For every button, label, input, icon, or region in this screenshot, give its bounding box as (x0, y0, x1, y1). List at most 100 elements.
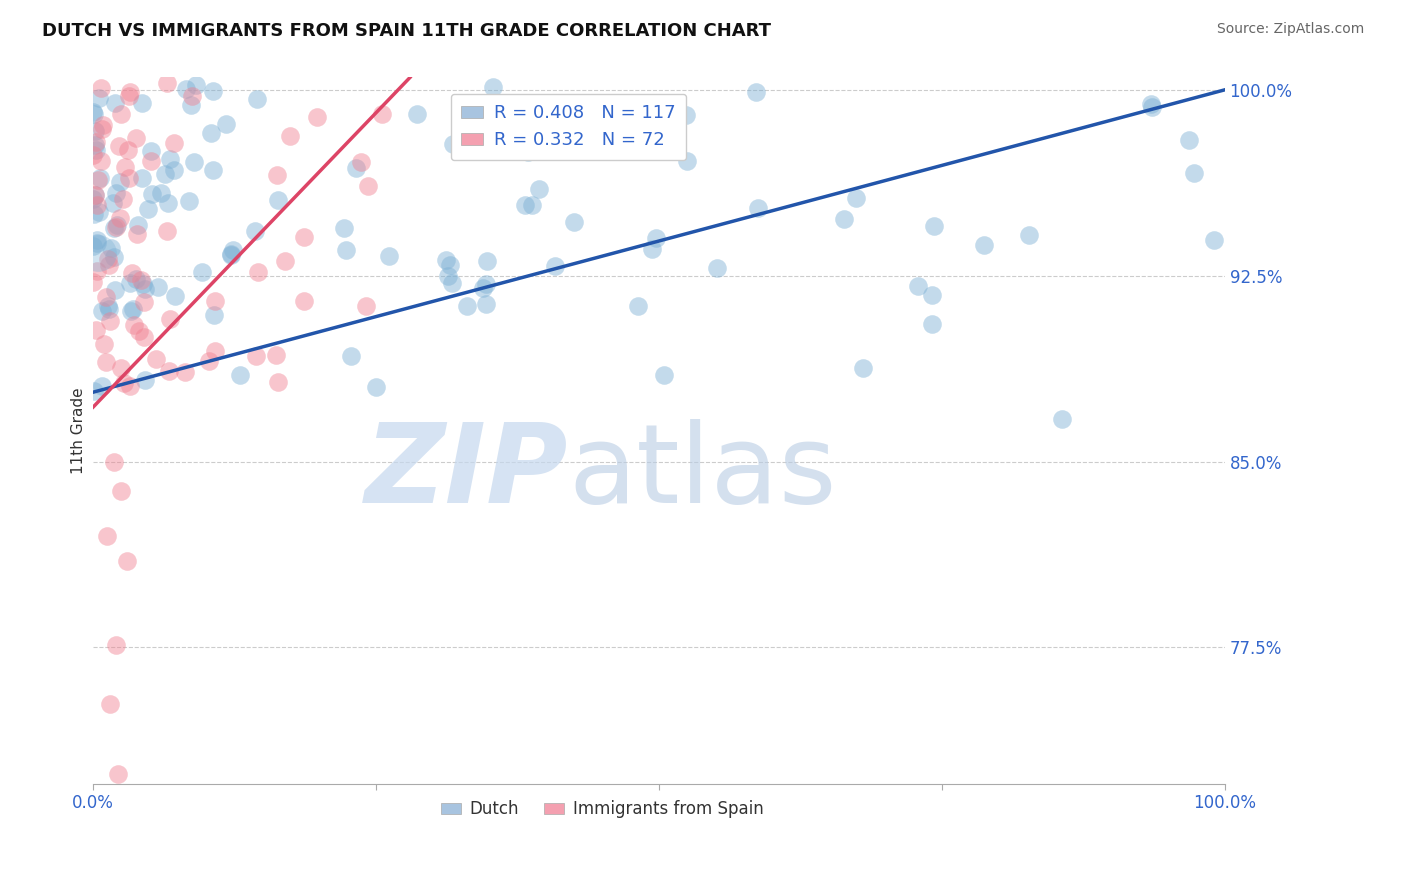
Point (377, 249, 399, 263)
Point (96, 529, 118, 543)
Point (132, 330, 155, 344)
Point (475, 297, 498, 311)
Point (544, 259, 567, 273)
Point (127, 219, 149, 233)
Point (103, 250, 125, 264)
Point (91, 121, 114, 136)
Point (558, 100, 581, 114)
Point (183, 155, 205, 169)
Point (1182, 166, 1205, 180)
Point (246, 265, 269, 279)
Point (87, 172, 110, 186)
Point (134, 294, 156, 309)
Point (108, 174, 131, 188)
Point (163, 163, 186, 178)
Point (165, 289, 187, 303)
Point (120, 303, 142, 318)
Point (274, 254, 297, 268)
Legend: Dutch, Immigrants from Spain: Dutch, Immigrants from Spain (434, 794, 770, 825)
Point (562, 215, 585, 229)
Point (139, 144, 162, 158)
Point (83, 188, 105, 202)
Point (907, 279, 929, 293)
Point (131, 96, 153, 111)
Point (1142, 100, 1164, 114)
Point (124, 318, 146, 332)
Point (122, 302, 145, 317)
Point (91, 118, 114, 132)
Point (202, 308, 225, 322)
Point (83, 384, 105, 399)
Point (134, 373, 156, 387)
Point (156, 224, 179, 238)
Point (602, 105, 624, 120)
Point (141, 187, 163, 202)
Point (481, 79, 503, 94)
Point (477, 253, 499, 268)
Point (87, 91, 110, 105)
Text: Source: ZipAtlas.com: Source: ZipAtlas.com (1216, 22, 1364, 37)
Point (120, 379, 142, 393)
Point (335, 243, 357, 257)
Point (146, 280, 169, 294)
Point (131, 273, 153, 287)
Point (174, 365, 197, 379)
Point (159, 152, 181, 166)
Point (436, 268, 458, 283)
Point (243, 224, 266, 238)
Point (191, 265, 214, 279)
Point (1178, 133, 1201, 147)
Point (150, 186, 173, 201)
Point (125, 130, 148, 145)
Point (97, 299, 120, 313)
Point (201, 163, 224, 178)
Point (204, 343, 226, 358)
Point (921, 288, 943, 302)
Point (118, 85, 141, 99)
Point (157, 363, 180, 377)
Point (125, 227, 148, 241)
Point (163, 136, 186, 150)
Point (200, 126, 222, 140)
Point (103, 221, 125, 235)
Point (267, 375, 290, 389)
Point (852, 361, 875, 376)
Point (86, 246, 108, 260)
Point (105, 219, 128, 233)
Point (441, 136, 464, 151)
Point (82, 238, 104, 252)
Point (100, 242, 122, 256)
Y-axis label: 11th Grade: 11th Grade (72, 387, 86, 474)
Point (110, 107, 132, 121)
Text: atlas: atlas (568, 419, 837, 526)
Point (180, 98, 202, 112)
Point (90, 154, 112, 169)
Point (266, 169, 288, 183)
Point (475, 277, 498, 292)
Point (202, 84, 225, 98)
Point (222, 243, 245, 257)
Point (115, 554, 138, 568)
Point (219, 247, 242, 261)
Point (96, 354, 118, 368)
Point (645, 231, 668, 245)
Point (1204, 234, 1226, 248)
Point (350, 155, 373, 169)
Point (436, 253, 458, 268)
Point (197, 354, 219, 368)
Point (86, 235, 108, 250)
Point (108, 211, 131, 225)
Point (136, 202, 159, 217)
Point (108, 139, 131, 153)
Point (441, 276, 464, 290)
Point (97, 252, 120, 266)
Point (98, 698, 121, 712)
Point (180, 89, 202, 103)
Point (654, 368, 676, 382)
Point (91, 304, 114, 318)
Point (706, 261, 728, 276)
Point (292, 293, 315, 308)
Point (1139, 96, 1161, 111)
Point (439, 258, 461, 272)
Point (266, 194, 288, 208)
